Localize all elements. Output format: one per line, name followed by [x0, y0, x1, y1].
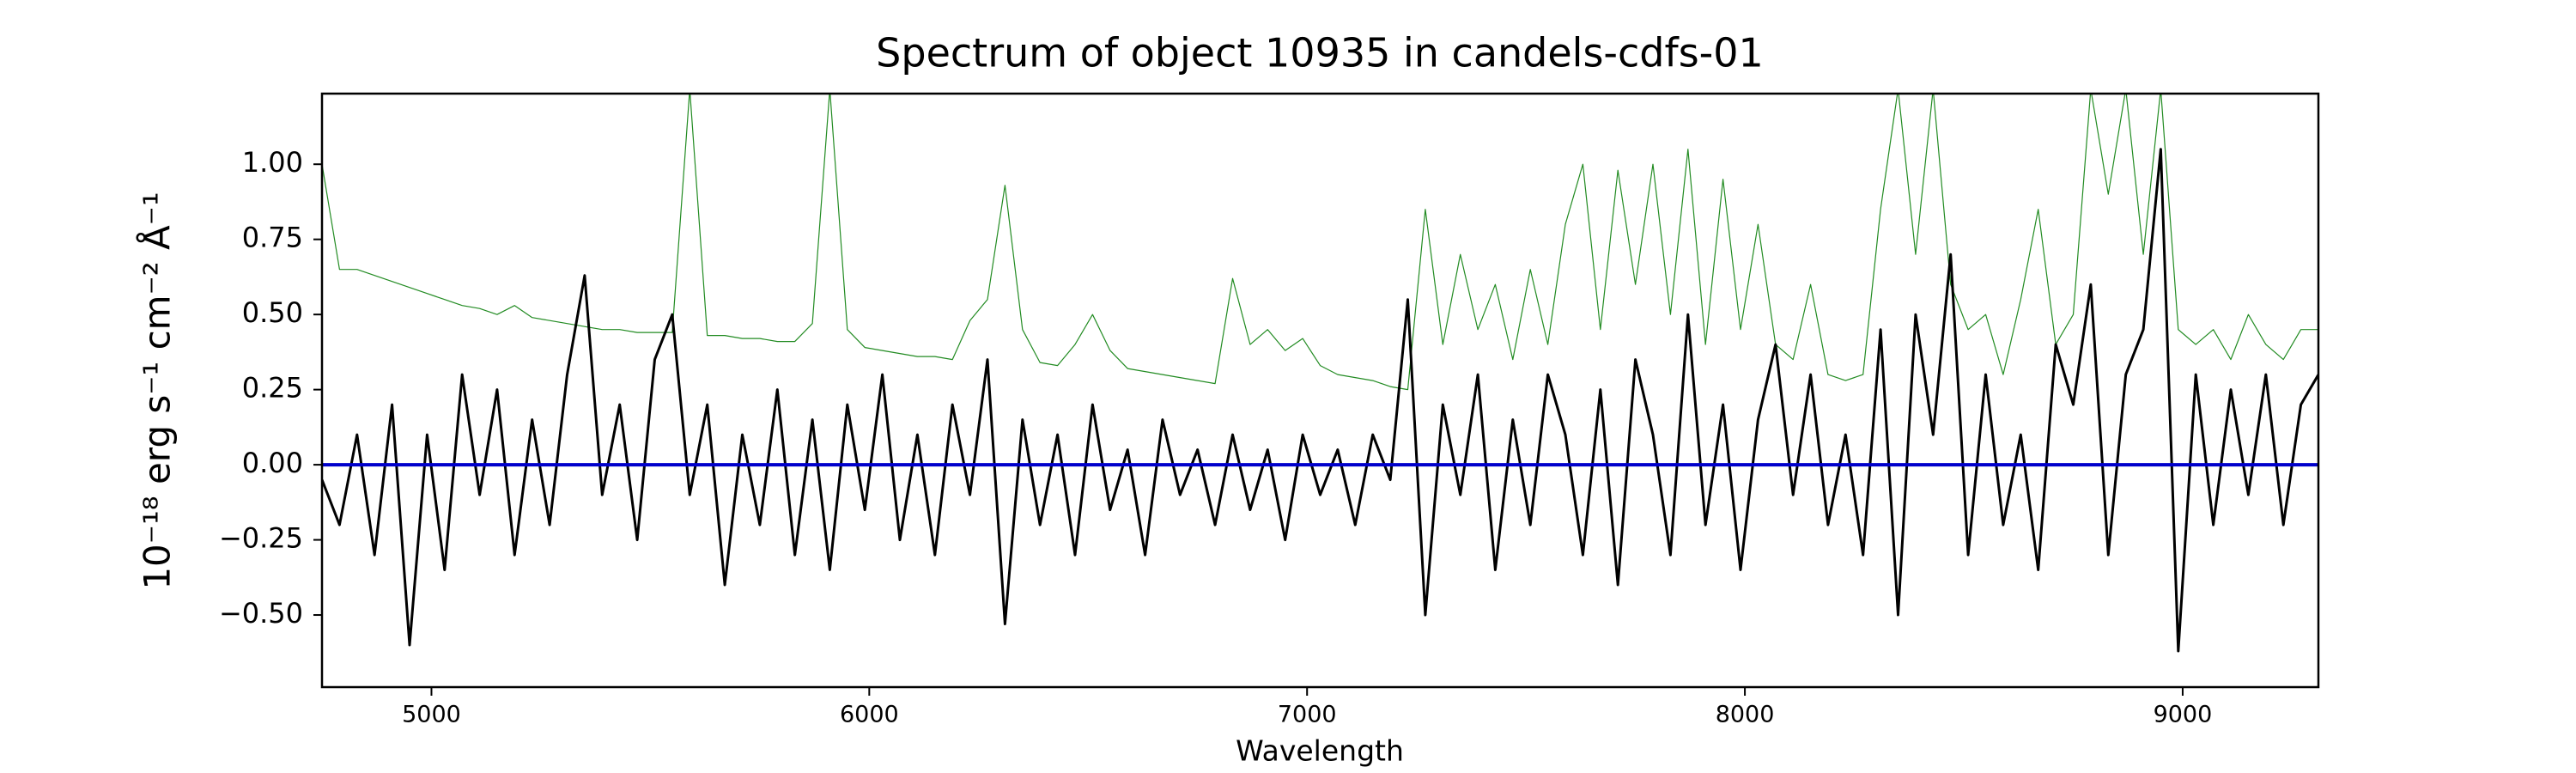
y-tick-label: −0.50: [219, 597, 303, 630]
plot-area: [322, 94, 2318, 653]
y-tick-label: 0.00: [242, 447, 303, 479]
chart-title: Spectrum of object 10935 in candels-cdfs…: [876, 30, 1764, 76]
x-tick-label: 8000: [1716, 702, 1775, 728]
x-tick-label: 7000: [1278, 702, 1337, 728]
series-line: [322, 94, 2318, 391]
x-axis-label: Wavelength: [1236, 734, 1404, 768]
x-tick-label: 5000: [402, 702, 461, 728]
y-tick-label: 0.75: [242, 222, 303, 254]
y-tick-label: 0.25: [242, 372, 303, 405]
y-tick-label: −0.25: [219, 522, 303, 555]
x-tick-label: 6000: [840, 702, 899, 728]
y-axis-label: 10⁻¹⁸ erg s⁻¹ cm⁻² Å⁻¹: [136, 192, 179, 589]
series-line: [322, 148, 2318, 653]
y-tick-label: 0.50: [242, 296, 303, 329]
x-tick-label: 9000: [2154, 702, 2213, 728]
y-tick-label: 1.00: [242, 146, 303, 179]
